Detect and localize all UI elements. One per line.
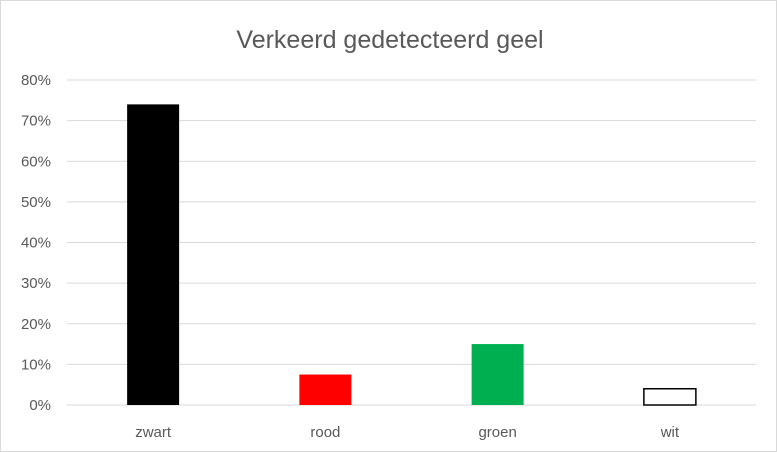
y-tick-label: 70%: [21, 113, 51, 130]
x-axis-category-labels: zwart rood groen wit: [135, 424, 680, 441]
y-tick-label: 0%: [29, 397, 51, 414]
gridlines: [67, 79, 756, 406]
bar-rood: [299, 374, 352, 405]
y-tick-label: 30%: [21, 275, 51, 292]
x-category-label: groen: [478, 424, 516, 441]
y-tick-label: 10%: [21, 356, 51, 373]
chart-title: Verkeerd gedetecteerd geel: [236, 26, 543, 54]
y-tick-label: 20%: [21, 316, 51, 333]
y-tick-label: 60%: [21, 153, 51, 170]
x-category-label: rood: [310, 424, 340, 441]
y-tick-label: 80%: [21, 72, 51, 89]
y-tick-label: 40%: [21, 235, 51, 252]
x-category-label: wit: [660, 424, 680, 441]
y-axis-tick-labels: 0% 10% 20% 30% 40% 50% 60% 70% 80%: [21, 72, 51, 414]
bar-wit: [643, 388, 697, 406]
x-category-label: zwart: [135, 424, 172, 441]
bar-zwart: [127, 104, 180, 405]
bars: [127, 104, 697, 406]
y-tick-label: 50%: [21, 194, 51, 211]
bar-groen: [471, 344, 524, 405]
